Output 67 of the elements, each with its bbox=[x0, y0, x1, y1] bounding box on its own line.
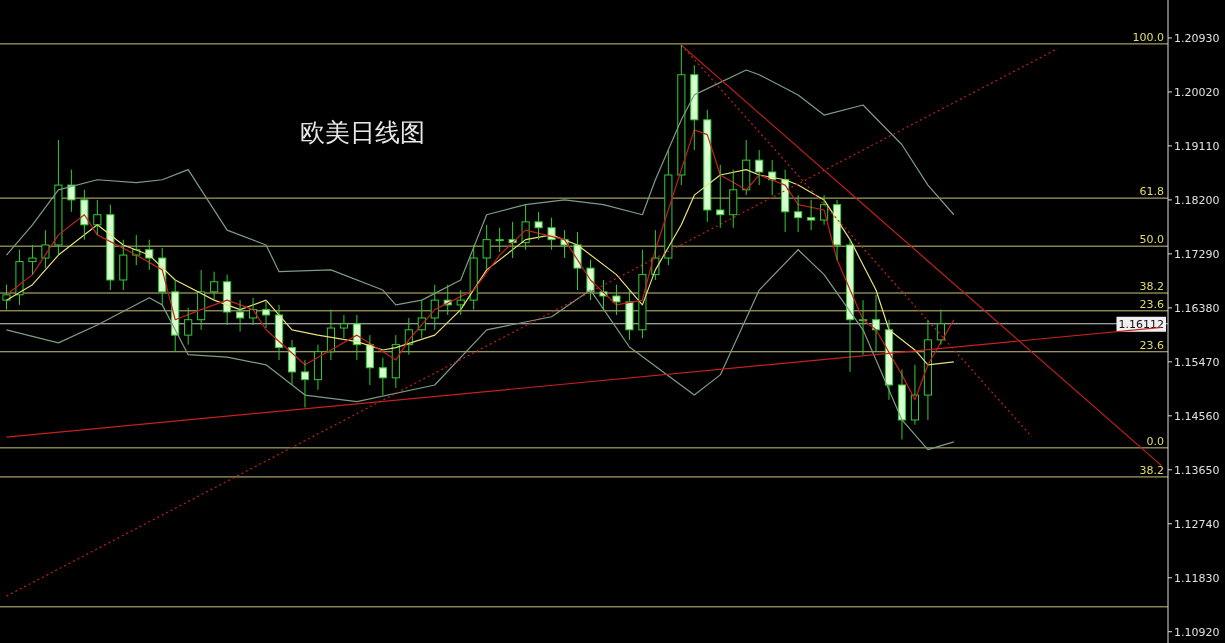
y-tick-label: 1.20930 bbox=[1174, 31, 1220, 45]
annotation: 38.2 bbox=[1139, 463, 1164, 477]
candlestick bbox=[313, 344, 323, 391]
annotation: 61.8 bbox=[1139, 185, 1164, 199]
y-tick-label: 1.19110 bbox=[1174, 139, 1220, 153]
candlestick bbox=[67, 169, 76, 213]
candlestick bbox=[833, 199, 842, 261]
candlestick bbox=[807, 199, 816, 231]
y-tick-label: 1.13650 bbox=[1174, 463, 1220, 477]
candlestick bbox=[236, 299, 245, 333]
candlestick bbox=[210, 271, 219, 301]
candlestick bbox=[845, 239, 855, 373]
candlestick bbox=[703, 109, 712, 223]
y-tick-label: 1.14560 bbox=[1174, 409, 1220, 423]
candlestick bbox=[2, 284, 11, 311]
y-tick-label: 1.16380 bbox=[1174, 301, 1220, 315]
candlestick bbox=[897, 369, 907, 441]
y-tick-label: 1.17290 bbox=[1174, 247, 1220, 261]
candlestick bbox=[339, 314, 348, 339]
candlestick bbox=[729, 169, 738, 229]
annotation: 50.0 bbox=[1139, 233, 1164, 247]
annotation: 0.0 bbox=[1146, 434, 1164, 448]
candlestick bbox=[93, 199, 102, 236]
candlestick bbox=[690, 64, 699, 151]
candlestick bbox=[274, 304, 284, 361]
y-tick-label: 1.20020 bbox=[1174, 85, 1220, 99]
candlestick bbox=[456, 289, 465, 316]
candlestick bbox=[664, 149, 673, 266]
candlestick bbox=[625, 289, 634, 341]
candlestick bbox=[716, 164, 725, 229]
candlestick bbox=[495, 227, 504, 253]
annotation: 100.0 bbox=[1132, 30, 1164, 44]
candlestick bbox=[300, 359, 310, 409]
annotation: 38.2 bbox=[1139, 280, 1164, 294]
candlestick bbox=[28, 244, 37, 276]
candlestick bbox=[534, 211, 543, 241]
candlestick bbox=[469, 244, 478, 311]
annotation: 23.6 bbox=[1139, 297, 1164, 311]
candlestick bbox=[936, 309, 945, 346]
candlestick bbox=[365, 334, 374, 386]
candlestick bbox=[54, 139, 63, 256]
y-tick-label: 1.15470 bbox=[1174, 355, 1220, 369]
y-tick-label: 1.12740 bbox=[1174, 517, 1220, 531]
candlestick bbox=[223, 274, 232, 326]
candlestick bbox=[378, 357, 387, 396]
y-tick-label: 1.11830 bbox=[1174, 571, 1220, 585]
candlestick bbox=[391, 334, 400, 389]
candlestick bbox=[482, 224, 491, 271]
candlestick bbox=[430, 284, 439, 331]
candlestick bbox=[794, 194, 803, 233]
candlestick bbox=[287, 339, 297, 386]
candlestick bbox=[119, 239, 128, 291]
candlestick bbox=[910, 364, 919, 426]
candlestick bbox=[15, 249, 24, 306]
candlestick bbox=[261, 299, 271, 329]
candlestick bbox=[638, 249, 647, 339]
ref-line-label: 1.16112 bbox=[1118, 317, 1164, 331]
candlestick bbox=[677, 44, 686, 186]
candlestick bbox=[184, 307, 193, 346]
y-tick-label: 1.18200 bbox=[1174, 193, 1220, 207]
candlestick bbox=[80, 189, 89, 241]
text: 欧美日线图 bbox=[299, 118, 425, 148]
candlestick bbox=[755, 149, 764, 186]
y-tick-label: 1.10920 bbox=[1174, 625, 1220, 639]
annotation: 23.6 bbox=[1139, 338, 1164, 352]
candlestick bbox=[612, 284, 621, 316]
candlestick bbox=[106, 204, 115, 291]
